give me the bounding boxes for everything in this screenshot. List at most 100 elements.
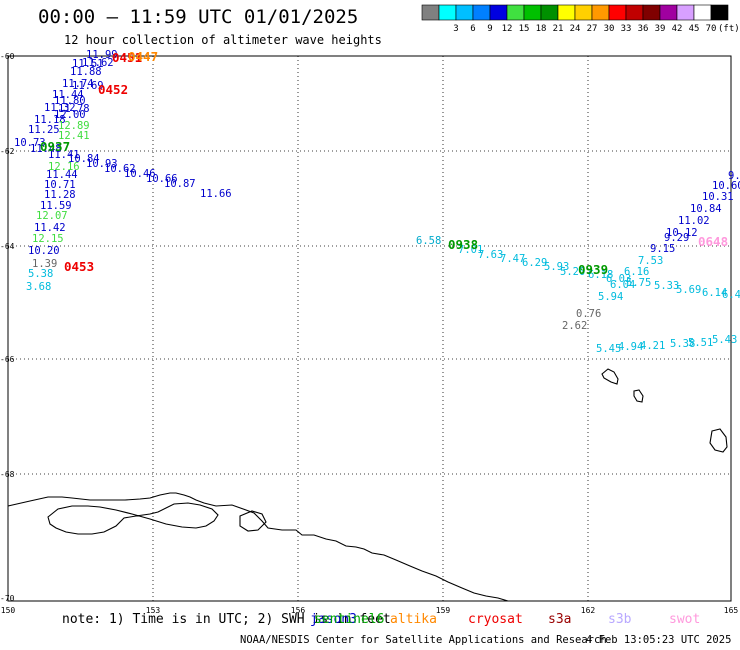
wave-height-reading: 11.48 bbox=[30, 143, 62, 155]
wave-height-reading: 6.18 bbox=[588, 269, 613, 281]
pass-time-label: 0451 bbox=[112, 50, 142, 65]
wave-height-reading: 4.21 bbox=[640, 340, 665, 352]
colorbar-swatch bbox=[625, 4, 644, 21]
wave-height-reading: 11.88 bbox=[70, 66, 102, 78]
wave-height-reading: 12.07 bbox=[36, 210, 68, 222]
wave-height-reading: 6.16 bbox=[624, 266, 649, 278]
wave-height-reading: 6.14 bbox=[702, 287, 727, 299]
wave-height-reading: 10.84 bbox=[690, 203, 722, 215]
colorbar-tick-label: 42 bbox=[672, 24, 683, 34]
wave-height-reading: 11.41 bbox=[48, 149, 80, 161]
wave-height-reading: 11.74 bbox=[62, 78, 94, 90]
wave-height-reading: 11.78 bbox=[58, 103, 90, 115]
pass-time-label: 0452 bbox=[98, 82, 128, 97]
latitude-tick-label: -64 bbox=[0, 242, 15, 251]
colorbar-tick-label: 24 bbox=[570, 24, 581, 34]
wave-height-reading: 11.69 bbox=[72, 80, 104, 92]
antarctic-coastline bbox=[7, 368, 728, 602]
pass-time-labels: 0451 0452 0453 0447 0937 0938 0939 0648 bbox=[40, 49, 728, 277]
wave-height-reading: 5.93 bbox=[544, 261, 569, 273]
wave-height-reading: 12.16 bbox=[48, 161, 80, 173]
longitude-tick-label: 153 bbox=[146, 606, 161, 615]
wave-height-reading: 3.68 bbox=[26, 281, 51, 293]
longitude-tick-label: 162 bbox=[581, 606, 596, 615]
satellite-legend-sentinel6: sentinel6 bbox=[314, 612, 385, 627]
wave-height-reading: 10.93 bbox=[86, 158, 118, 170]
colorbar-swatch bbox=[642, 4, 661, 21]
colorbar-unit: (ft) bbox=[718, 24, 740, 34]
wave-height-reading: 5.51 bbox=[688, 337, 713, 349]
wave-height-reading: 1.39 bbox=[32, 258, 57, 270]
wave-height-reading: 10.73 bbox=[14, 137, 46, 149]
colorbar-tick-label: 18 bbox=[536, 24, 547, 34]
colorbar-swatch bbox=[455, 4, 474, 21]
wave-height-reading: 10.71 bbox=[44, 179, 76, 191]
colorbar-tick-label: 36 bbox=[638, 24, 649, 34]
wave-height-reading: 12.41 bbox=[58, 130, 90, 142]
wave-height-reading: 5.38 bbox=[28, 268, 53, 280]
colorbar-swatch bbox=[591, 4, 610, 21]
colorbar-swatch bbox=[676, 4, 695, 21]
colorbar-tick-label: 12 bbox=[502, 24, 513, 34]
wave-height-reading: 6.03 bbox=[606, 273, 631, 285]
colorbar-tick-label: 30 bbox=[604, 24, 615, 34]
wave-height-reading: 6.43 bbox=[722, 289, 740, 301]
colorbar-swatch bbox=[506, 4, 525, 21]
wave-height-reading: 9.15 bbox=[650, 243, 675, 255]
colorbar-tick-label: 45 bbox=[689, 24, 700, 34]
wave-height-reading: 10.60 bbox=[712, 180, 740, 192]
wave-height-reading: 5.20 bbox=[560, 266, 585, 278]
colorbar-swatch bbox=[659, 4, 678, 21]
colorbar-swatch bbox=[693, 4, 712, 21]
wave-height-reading: 10.46 bbox=[124, 168, 156, 180]
satellite-legend-cryosat: cryosat bbox=[468, 612, 523, 627]
wave-height-reading: 11.66 bbox=[200, 188, 232, 200]
wave-height-reading: 4.94 bbox=[618, 341, 643, 353]
satellite-legend-altika: altika bbox=[390, 612, 437, 627]
colorbar-swatch bbox=[438, 4, 457, 21]
colorbar-swatch bbox=[472, 4, 491, 21]
longitude-tick-label: 165 bbox=[724, 606, 739, 615]
colorbar-swatch bbox=[523, 4, 542, 21]
wave-height-reading: 7.47 bbox=[500, 253, 525, 265]
colorbar-legend: 3 6 9 12 15 18 21 24 27 30 33 36 39 42 45 70 (ft) bbox=[421, 4, 740, 34]
wave-height-reading: 11.32 bbox=[44, 102, 76, 114]
footer-note: note: 1) Time is in UTC; 2) SWH is in fe… bbox=[0, 612, 740, 632]
colorbar-swatch bbox=[557, 4, 576, 21]
wave-height-readings: 11.9911.5111.6211.8811.6911.7411.4411.80… bbox=[14, 49, 740, 355]
generated-timestamp: 4 Feb 13:05:23 UTC 2025 bbox=[586, 634, 732, 646]
wave-height-reading: 10.66 bbox=[146, 173, 178, 185]
wave-height-reading: 11.99 bbox=[86, 49, 118, 61]
wave-height-reading: 6.04 bbox=[610, 279, 635, 291]
colorbar-tick-label: 39 bbox=[655, 24, 666, 34]
colorbar-tick-label: 9 bbox=[487, 24, 492, 34]
colorbar-tick-label: 21 bbox=[553, 24, 564, 34]
satellite-legend-jason3: jason3 bbox=[310, 612, 357, 627]
longitude-tick-label: 159 bbox=[436, 606, 451, 615]
latitude-tick-label: -66 bbox=[0, 355, 15, 364]
wave-height-reading: 10.31 bbox=[702, 191, 734, 203]
latitude-tick-label: -70 bbox=[0, 594, 15, 603]
pass-time-label: 0648 bbox=[698, 234, 728, 249]
wave-height-reading: 5.94 bbox=[598, 291, 623, 303]
wave-height-reading: 11.28 bbox=[44, 189, 76, 201]
longitude-tick-label: 156 bbox=[291, 606, 306, 615]
wave-height-reading: 11.44 bbox=[46, 169, 78, 181]
wave-height-reading: 7.63 bbox=[478, 249, 503, 261]
colorbar-tick-label: 15 bbox=[519, 24, 530, 34]
colorbar-tick-label: 3 bbox=[453, 24, 458, 34]
satellite-legend-s3b: s3b bbox=[608, 612, 632, 627]
wave-height-reading: 11.44 bbox=[52, 89, 84, 101]
wave-height-reading: 10.87 bbox=[164, 178, 196, 190]
wave-height-reading: 11.02 bbox=[678, 215, 710, 227]
wave-height-reading: 7.53 bbox=[638, 255, 663, 267]
wave-height-reading: 11.42 bbox=[34, 222, 66, 234]
colorbar-tick-label: 6 bbox=[470, 24, 475, 34]
wave-height-reading: 5.33 bbox=[654, 280, 679, 292]
page-title: 00:00 – 11:59 UTC 01/01/2025 bbox=[38, 6, 359, 28]
latitude-tick-label: -68 bbox=[0, 470, 15, 479]
wave-height-reading: 10.62 bbox=[104, 163, 136, 175]
wave-height-reading: 11.18 bbox=[34, 114, 66, 126]
wave-height-reading: 7.01 bbox=[458, 244, 483, 256]
colorbar-swatch bbox=[710, 4, 729, 21]
